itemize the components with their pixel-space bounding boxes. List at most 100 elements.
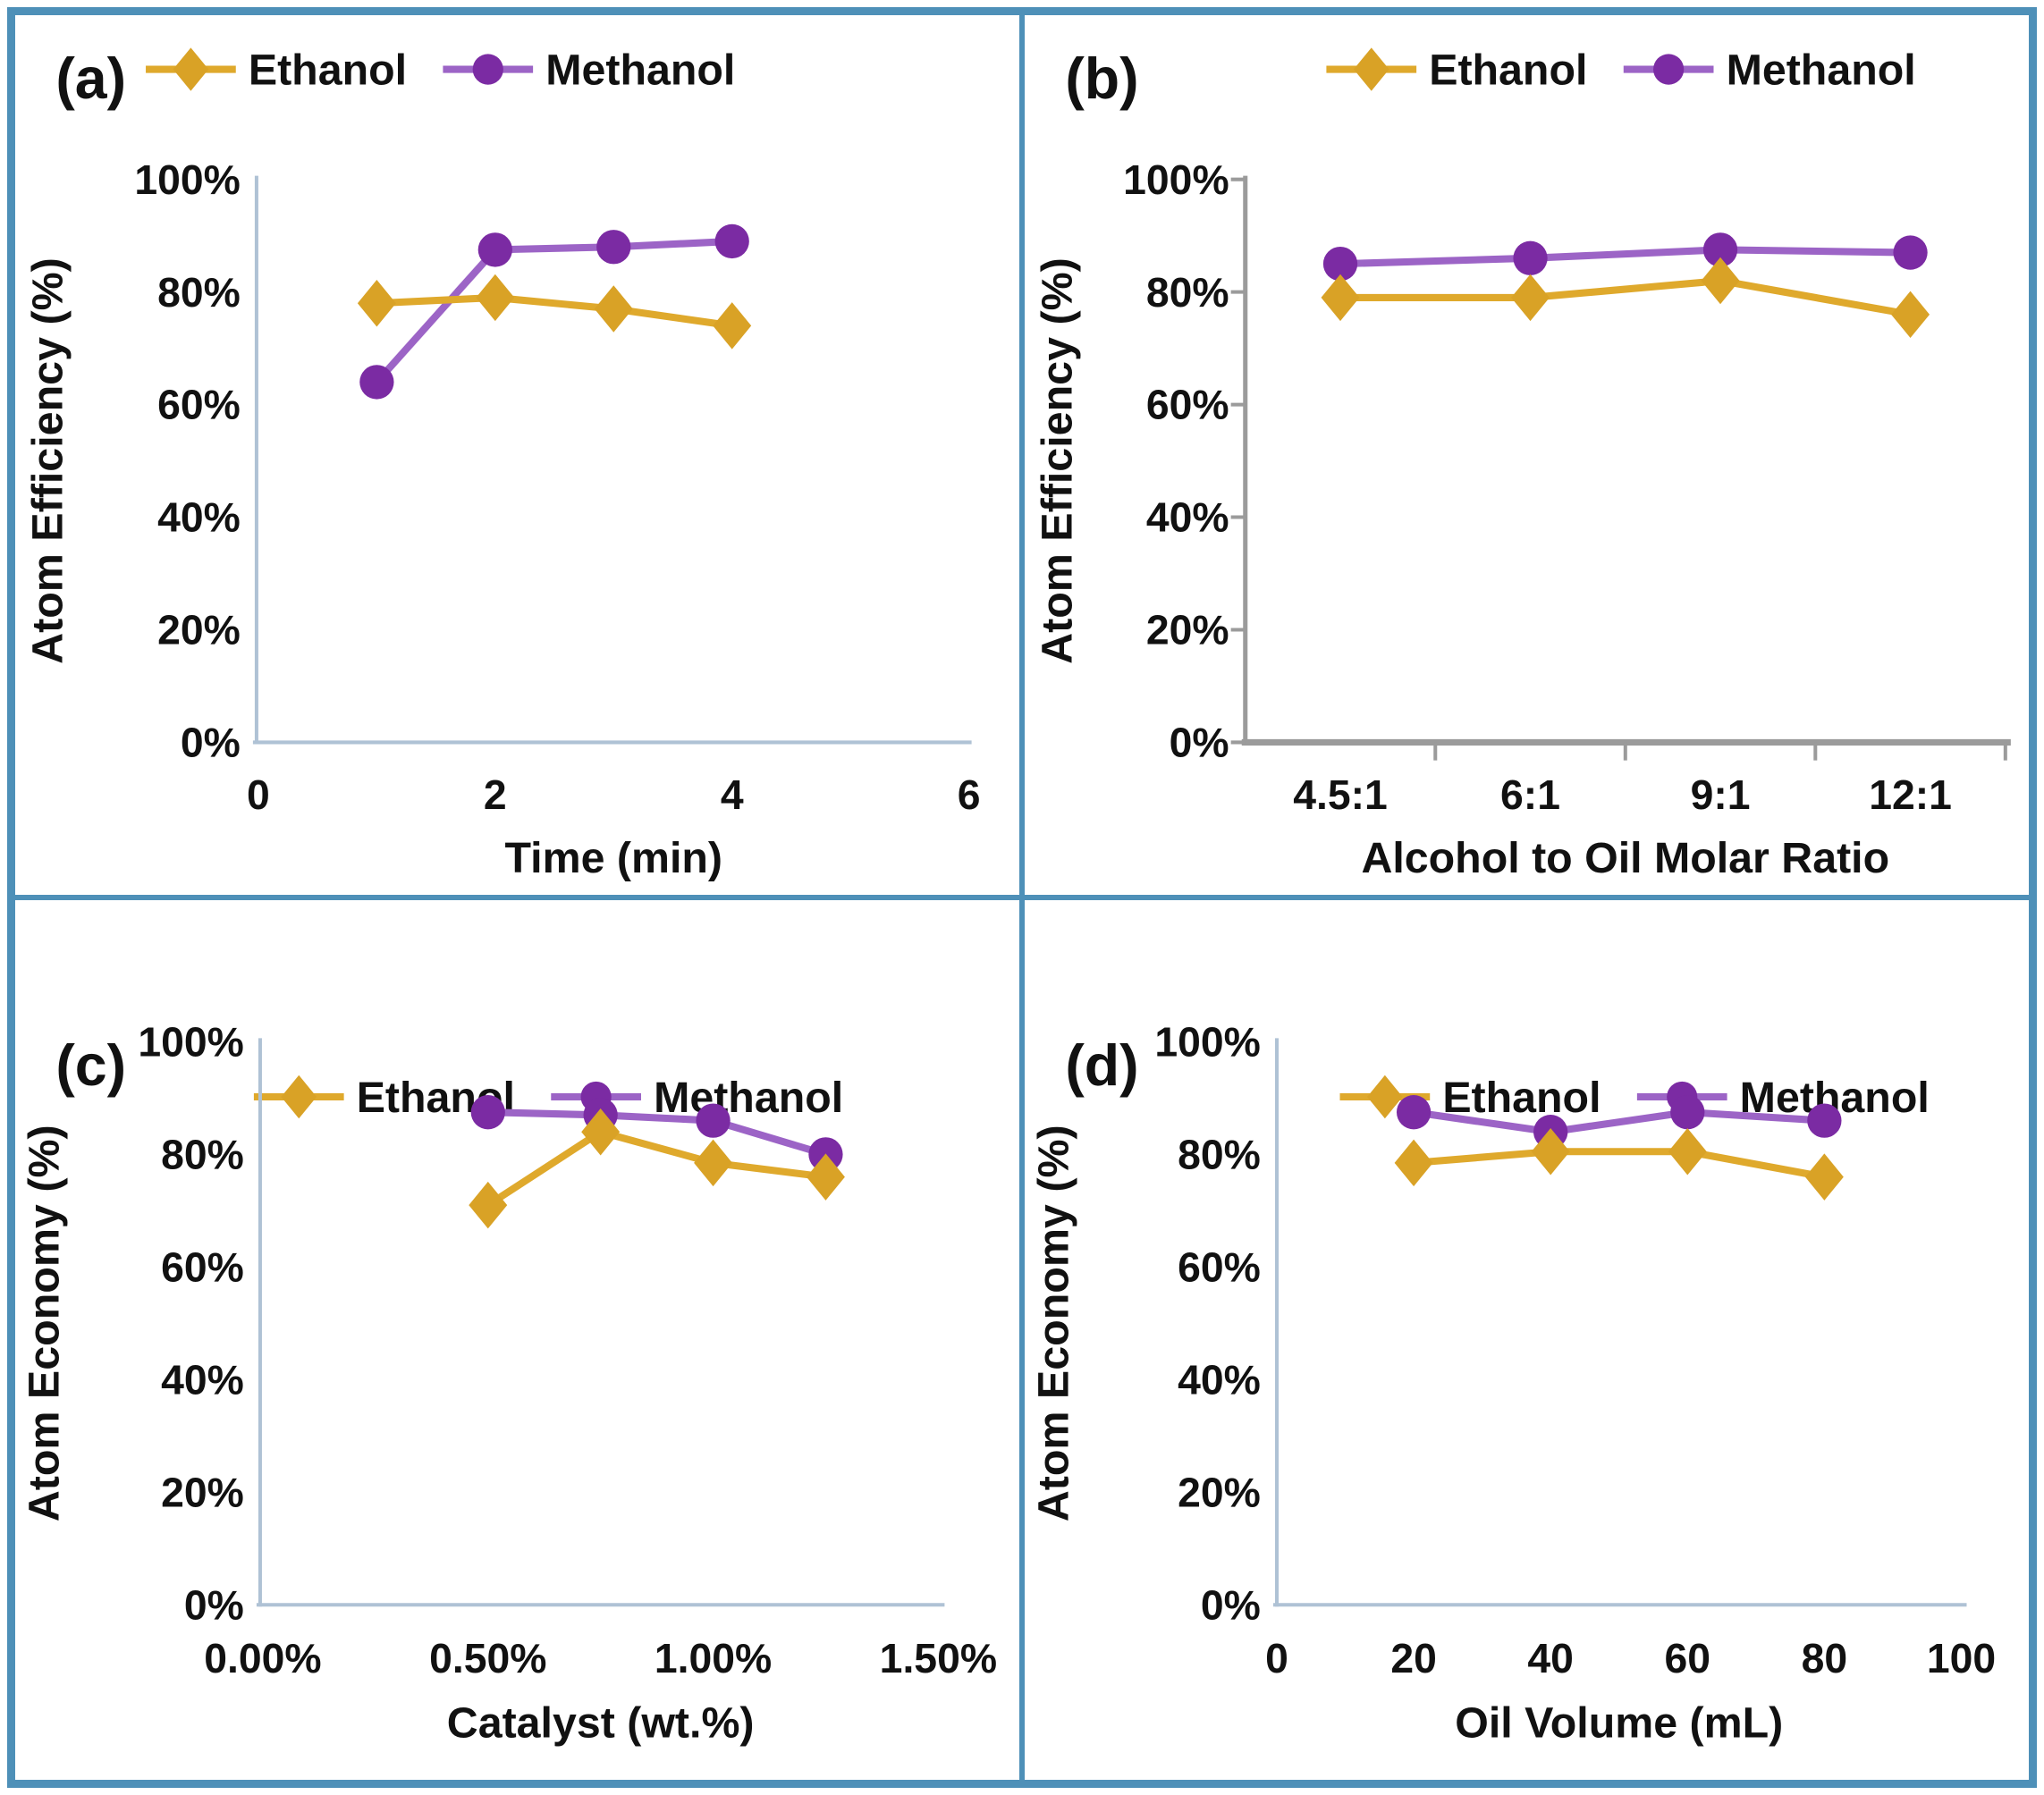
- y-tick-label: 20%: [161, 1469, 244, 1515]
- ethanol-series-line: [1336, 276, 1914, 318]
- y-tick-label: 80%: [161, 1132, 244, 1178]
- ethanol-data-point: [806, 1153, 845, 1201]
- methanol-data-point: [359, 365, 394, 400]
- ethanol-data-point: [694, 1139, 733, 1187]
- x-tick-label: 4: [721, 771, 744, 818]
- ethanol-data-point: [1321, 274, 1360, 322]
- y-tick-label: 80%: [157, 269, 241, 316]
- methanol-series-line: [484, 1108, 830, 1159]
- x-tick-label: 9:1: [1691, 771, 1751, 818]
- legend: Ethanol Methanol: [1326, 46, 1916, 95]
- y-axis-title: Atom Efficiency (%): [23, 257, 72, 664]
- y-tick-label: 20%: [157, 607, 241, 653]
- y-tick-label: 40%: [1178, 1356, 1261, 1403]
- ethanol-data-point: [581, 1108, 621, 1156]
- methanol-series-line: [1336, 246, 1914, 268]
- x-axis-title: Alcohol to Oil Molar Ratio: [1361, 834, 1889, 882]
- legend-ethanol-marker: [173, 47, 209, 91]
- panel-label: (b): [1065, 46, 1138, 111]
- x-axis-title: Catalyst (wt.%): [447, 1699, 755, 1748]
- y-axis-title: Atom Efficiency (%): [1033, 257, 1081, 664]
- panel-label: (d): [1065, 1033, 1138, 1098]
- y-tick-label: 20%: [1178, 1469, 1261, 1515]
- methanol-data-point: [1807, 1103, 1842, 1138]
- ethanol-data-point: [1891, 291, 1930, 339]
- y-axis-title: Atom Economy (%): [20, 1125, 68, 1521]
- y-tick-label: 80%: [1146, 269, 1229, 316]
- x-tick-label: 60: [1665, 1635, 1711, 1681]
- legend-methanol-marker: [472, 54, 503, 85]
- legend-ethanol-marker: [1367, 1074, 1403, 1119]
- y-tick-label: 0%: [1201, 1581, 1261, 1628]
- ethanol-data-point: [1394, 1139, 1433, 1187]
- y-tick-label: 20%: [1146, 607, 1229, 653]
- y-tick-label: 0%: [184, 1581, 244, 1628]
- y-tick-label: 60%: [1178, 1243, 1261, 1290]
- x-tick-label: 20: [1390, 1635, 1437, 1681]
- y-tick-label: 60%: [157, 382, 241, 428]
- y-axis-title: Atom Economy (%): [1029, 1125, 1077, 1521]
- methanol-data-point: [714, 223, 749, 259]
- x-tick-label: 12:1: [1869, 771, 1952, 818]
- ethanol-series-line: [1410, 1148, 1829, 1181]
- x-tick-label: 4.5:1: [1293, 771, 1388, 818]
- panel-a-chart: (a) Ethanol Methanol 0% 20% 40% 60% 80% 100% 0 2 4 6…: [23, 46, 981, 882]
- ethanol-data-point: [594, 285, 633, 333]
- y-tick-label: 0%: [1170, 720, 1229, 766]
- legend: Ethanol Methanol: [146, 46, 735, 95]
- panel-c-chart: (c) Ethanol Methanol 0% 20% 40% 60% 80% 100% 0.00…: [20, 1019, 997, 1748]
- panel-c-cell: (c) Ethanol Methanol 0% 20% 40% 60% 80% 100% 0.00…: [13, 898, 1022, 1782]
- y-tick-label: 60%: [161, 1243, 244, 1290]
- methanol-data-point: [696, 1103, 731, 1138]
- x-tick-label: 2: [484, 771, 507, 818]
- methanol-data-point: [477, 232, 512, 267]
- ethanol-data-point: [713, 302, 752, 350]
- x-tick-label: 0.50%: [429, 1635, 546, 1681]
- x-tick-label: 6:1: [1500, 771, 1560, 818]
- x-axis-title: Oil Volume (mL): [1455, 1699, 1783, 1748]
- y-tick-label: 100%: [134, 156, 240, 203]
- legend-methanol-marker: [1653, 54, 1685, 85]
- panel-b-cell: (b) Ethanol Methanol 0% 20% 40% 60% 80% 100% 4.5:…: [1022, 13, 2031, 898]
- x-tick-label: 1.50%: [880, 1635, 997, 1681]
- legend-ethanol-label: Ethanol: [1442, 1074, 1601, 1122]
- methanol-data-point: [1396, 1094, 1432, 1130]
- panel-label: (c): [55, 1033, 126, 1098]
- methanol-data-point: [1702, 232, 1738, 267]
- methanol-data-point: [470, 1094, 505, 1130]
- figure-frame: (a) Ethanol Methanol 0% 20% 40% 60% 80% 100% 0 2 4 6…: [7, 7, 2037, 1788]
- panel-b-chart: (b) Ethanol Methanol 0% 20% 40% 60% 80% 100% 4.5:…: [1033, 46, 2011, 882]
- legend-ethanol-label: Ethanol: [1429, 46, 1587, 95]
- ethanol-data-point: [1668, 1128, 1707, 1176]
- panel-d-cell: (d) Ethanol Methanol 0% 20% 40% 60% 80% 100% 0 20 4…: [1022, 898, 2031, 1782]
- methanol-data-point: [1513, 240, 1548, 276]
- x-tick-label: 0: [247, 771, 270, 818]
- x-tick-label: 100: [1927, 1635, 1996, 1681]
- panel-a-cell: (a) Ethanol Methanol 0% 20% 40% 60% 80% 100% 0 2 4 6…: [13, 13, 1022, 898]
- y-tick-label: 60%: [1146, 382, 1229, 428]
- x-axis-title: Time (min): [505, 834, 722, 882]
- x-tick-label: 0: [1265, 1635, 1288, 1681]
- panel-label: (a): [55, 46, 126, 111]
- legend-methanol-label: Methanol: [654, 1074, 843, 1122]
- ethanol-data-point: [1701, 257, 1740, 305]
- ethanol-data-point: [476, 274, 515, 322]
- ethanol-series-line: [373, 293, 736, 330]
- legend-ethanol-label: Ethanol: [249, 46, 407, 95]
- y-tick-label: 40%: [157, 494, 241, 541]
- y-tick-label: 100%: [1154, 1019, 1260, 1066]
- x-tick-label: 80: [1802, 1635, 1848, 1681]
- legend-ethanol-marker: [1353, 47, 1389, 91]
- x-tick-label: 6: [958, 771, 981, 818]
- x-tick-label: 0.00%: [204, 1635, 321, 1681]
- ethanol-data-point: [1511, 274, 1550, 322]
- y-tick-label: 40%: [1146, 494, 1229, 541]
- ethanol-series-line: [484, 1128, 830, 1209]
- y-tick-label: 100%: [138, 1019, 243, 1066]
- ethanol-data-point: [357, 279, 396, 327]
- methanol-series-line: [373, 237, 736, 386]
- ethanol-data-point: [1804, 1153, 1844, 1201]
- legend: Ethanol Methanol: [253, 1074, 843, 1122]
